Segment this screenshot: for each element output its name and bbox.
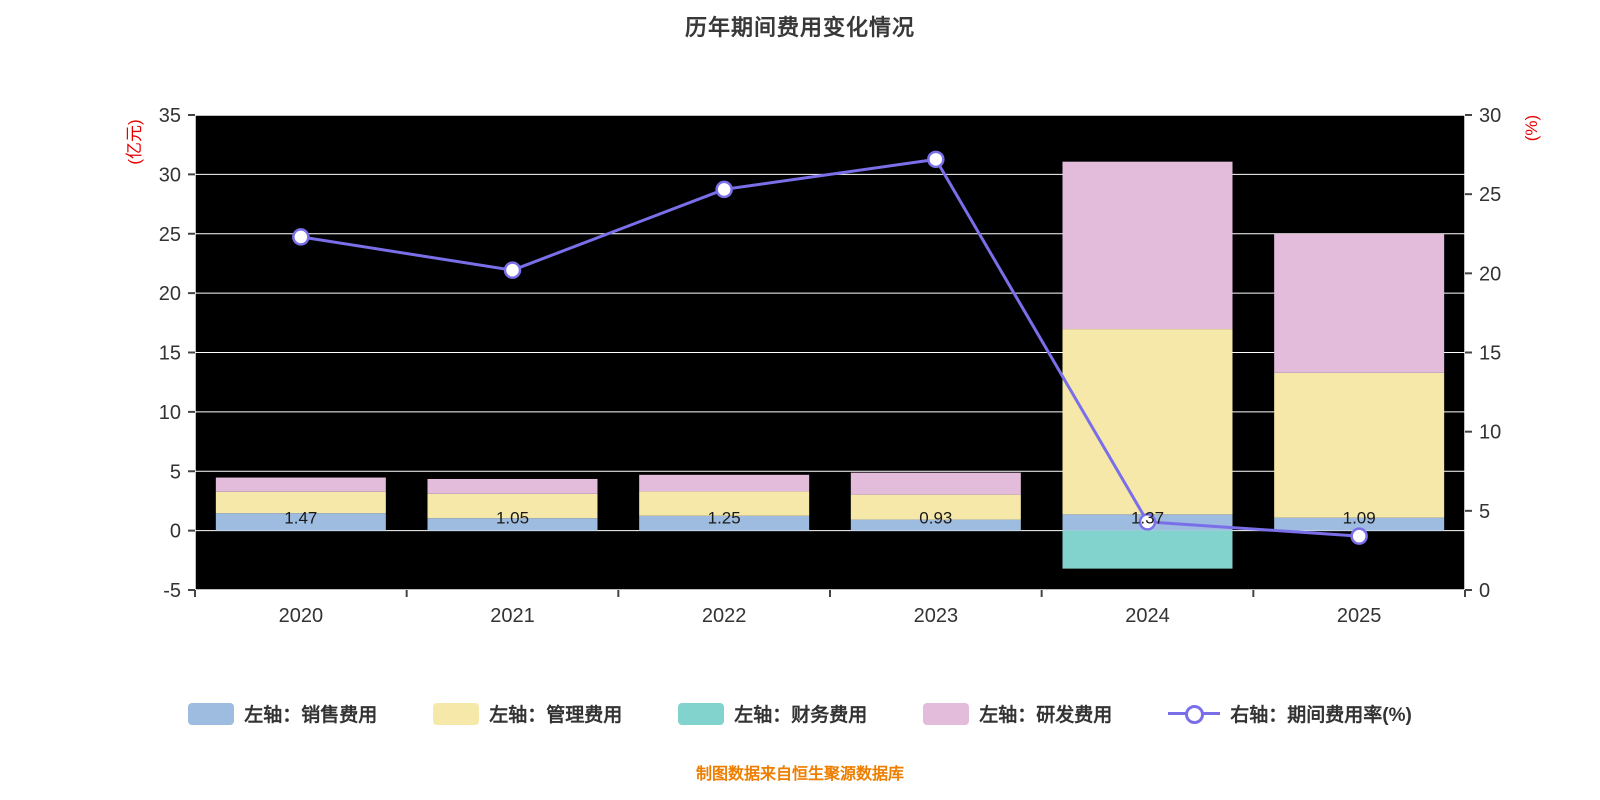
svg-text:1.25: 1.25	[708, 509, 741, 528]
plot-area: 35 30 25 20 15 10 5 0 -5 30 25 20 15 10 5 0 2020 2021 2022…	[125, 105, 1541, 627]
rd-expense-swatch	[923, 702, 970, 725]
svg-text:(亿元): (亿元)	[125, 119, 144, 164]
svg-text:2023: 2023	[914, 605, 959, 627]
legend-item-rd-expense: 左轴：研发费用	[923, 700, 1112, 727]
svg-text:15: 15	[159, 343, 181, 365]
svg-text:15: 15	[1479, 343, 1501, 365]
admin-expense-swatch	[433, 702, 480, 725]
svg-text:30: 30	[1479, 105, 1501, 127]
svg-text:(%): (%)	[1522, 115, 1541, 141]
legend-line-icon	[1168, 703, 1221, 725]
legend-item-finance-expense: 左轴：财务费用	[678, 700, 867, 727]
svg-text:25: 25	[1479, 184, 1501, 206]
svg-text:25: 25	[159, 224, 181, 246]
finance-expense-swatch	[678, 702, 725, 725]
legend-item-expense-ratio: 右轴：期间费用率(%)	[1168, 700, 1412, 727]
chart-title: 历年期间费用变化情况	[684, 15, 915, 40]
svg-text:1.37: 1.37	[1131, 509, 1164, 528]
sales-expense-swatch	[188, 702, 235, 725]
legend-label-finance-expense: 左轴：财务费用	[734, 705, 868, 726]
legend-line-marker	[1185, 704, 1205, 724]
svg-text:10: 10	[1479, 422, 1501, 444]
svg-text:2024: 2024	[1125, 605, 1170, 627]
svg-text:1.09: 1.09	[1343, 509, 1376, 528]
svg-text:5: 5	[1479, 501, 1490, 523]
legend-item-admin-expense: 左轴：管理费用	[433, 700, 622, 727]
legend-label-sales-expense: 左轴：销售费用	[244, 705, 378, 726]
legend-label-admin-expense: 左轴：管理费用	[489, 705, 623, 726]
svg-text:20: 20	[159, 283, 181, 305]
svg-text:30: 30	[159, 164, 181, 186]
svg-text:2022: 2022	[702, 605, 747, 627]
legend: 左轴：销售费用 左轴：管理费用 左轴：财务费用 左轴：研发费用 右轴：期间费用率…	[0, 700, 1600, 727]
svg-text:2020: 2020	[279, 605, 324, 627]
svg-text:-5: -5	[163, 580, 181, 602]
svg-text:2025: 2025	[1337, 605, 1382, 627]
svg-text:10: 10	[159, 402, 181, 424]
legend-label-expense-ratio: 右轴：期间费用率(%)	[1230, 705, 1412, 726]
svg-text:20: 20	[1479, 263, 1501, 285]
legend-item-sales-expense: 左轴：销售费用	[188, 700, 377, 727]
svg-text:0: 0	[1479, 580, 1490, 602]
svg-text:1.05: 1.05	[496, 509, 529, 528]
svg-text:0: 0	[170, 521, 181, 543]
data-source-note: 制图数据来自恒生聚源数据库	[695, 766, 904, 783]
svg-text:1.47: 1.47	[284, 509, 317, 528]
svg-text:2021: 2021	[490, 605, 535, 627]
legend-label-rd-expense: 左轴：研发费用	[979, 705, 1113, 726]
svg-text:35: 35	[159, 105, 181, 127]
svg-text:5: 5	[170, 461, 181, 483]
svg-text:0.93: 0.93	[919, 509, 952, 528]
